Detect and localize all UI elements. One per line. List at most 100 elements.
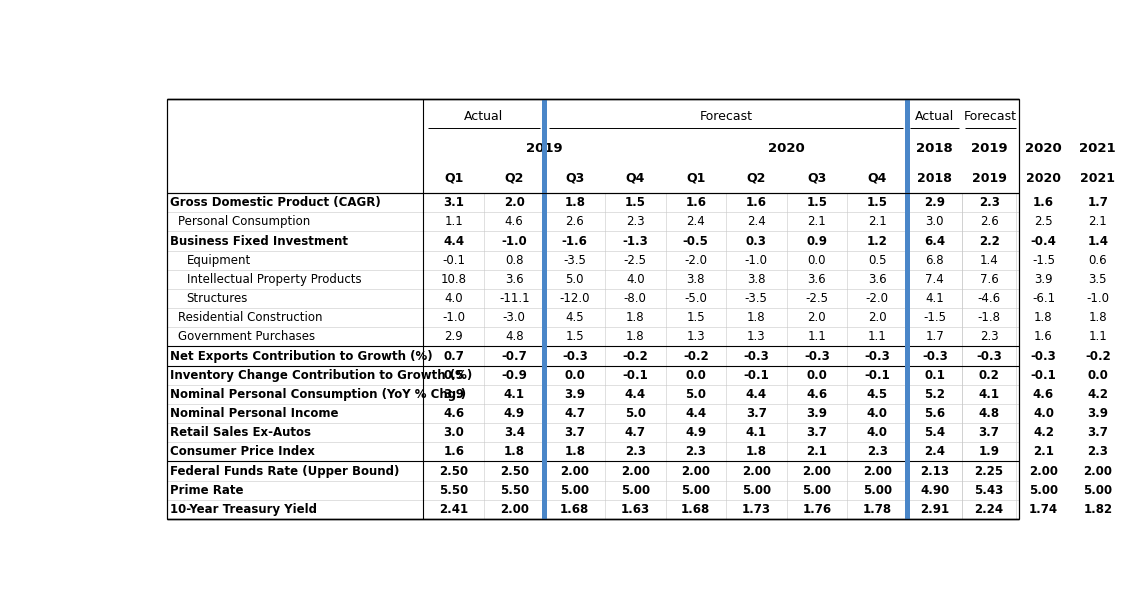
Text: 1.6: 1.6 (746, 196, 767, 209)
Text: 1.78: 1.78 (863, 503, 891, 516)
Text: 2.0: 2.0 (868, 311, 887, 324)
Text: 2.4: 2.4 (925, 445, 945, 458)
Text: 0.0: 0.0 (1088, 369, 1108, 381)
Text: -0.3: -0.3 (1031, 349, 1057, 362)
Text: 0.6: 0.6 (1089, 254, 1107, 267)
Text: 1.5: 1.5 (625, 196, 645, 209)
Text: 2.6: 2.6 (565, 215, 584, 228)
Text: 4.0: 4.0 (866, 426, 888, 439)
Text: 4.4: 4.4 (625, 388, 646, 401)
Text: 5.00: 5.00 (803, 484, 831, 496)
Text: -0.2: -0.2 (683, 349, 709, 362)
Text: 4.1: 4.1 (978, 388, 1000, 401)
Text: Nominal Personal Consumption (YoY % Chg.): Nominal Personal Consumption (YoY % Chg.… (170, 388, 466, 401)
Text: 3.9: 3.9 (806, 407, 828, 420)
Text: -3.5: -3.5 (744, 292, 767, 305)
Text: -4.6: -4.6 (978, 292, 1001, 305)
Text: 3.9: 3.9 (564, 388, 585, 401)
Text: 0.2: 0.2 (978, 369, 1000, 381)
Text: Forecast: Forecast (964, 110, 1017, 123)
Text: 10.8: 10.8 (441, 273, 466, 286)
Text: -12.0: -12.0 (560, 292, 591, 305)
Text: -1.3: -1.3 (622, 235, 649, 247)
Text: 2.3: 2.3 (978, 196, 1000, 209)
Text: 2.00: 2.00 (560, 464, 589, 477)
Text: 2.1: 2.1 (1089, 215, 1107, 228)
Text: 5.0: 5.0 (685, 388, 707, 401)
Text: 3.5: 3.5 (1089, 273, 1107, 286)
Text: -3.5: -3.5 (563, 254, 586, 267)
Text: 1.5: 1.5 (565, 330, 584, 343)
Text: 4.0: 4.0 (1033, 407, 1054, 420)
Text: 2.1: 2.1 (868, 215, 887, 228)
Text: 1.8: 1.8 (564, 445, 585, 458)
Text: -3.0: -3.0 (503, 311, 526, 324)
Text: Forecast: Forecast (700, 110, 752, 123)
Bar (905, 99, 910, 519)
Text: -1.0: -1.0 (442, 311, 465, 324)
Text: 3.4: 3.4 (504, 426, 524, 439)
Text: 5.00: 5.00 (682, 484, 710, 496)
Text: 3.7: 3.7 (978, 426, 1000, 439)
Text: 2021: 2021 (1080, 142, 1116, 155)
Text: 1.63: 1.63 (620, 503, 650, 516)
Text: 3.8: 3.8 (747, 273, 766, 286)
Text: -5.0: -5.0 (684, 292, 707, 305)
Text: 1.8: 1.8 (746, 445, 767, 458)
Text: 4.0: 4.0 (626, 273, 644, 286)
Text: 2.2: 2.2 (978, 235, 1000, 247)
Text: 1.3: 1.3 (747, 330, 766, 343)
Text: 5.0: 5.0 (625, 407, 645, 420)
Text: 2.9: 2.9 (925, 196, 945, 209)
Text: 1.3: 1.3 (686, 330, 706, 343)
Text: 2.00: 2.00 (621, 464, 650, 477)
Text: 1.5: 1.5 (866, 196, 888, 209)
Text: 4.4: 4.4 (443, 235, 464, 247)
Text: -2.0: -2.0 (866, 292, 889, 305)
Text: 0.3: 0.3 (746, 235, 767, 247)
Text: 7.6: 7.6 (979, 273, 999, 286)
Text: Q4: Q4 (868, 172, 887, 185)
Text: 2.50: 2.50 (499, 464, 529, 477)
Text: 3.7: 3.7 (746, 407, 767, 420)
Text: 5.4: 5.4 (925, 426, 945, 439)
Text: -6.1: -6.1 (1032, 292, 1054, 305)
Text: 1.8: 1.8 (564, 196, 585, 209)
Text: 2.13: 2.13 (920, 464, 950, 477)
Text: 2018: 2018 (918, 172, 952, 185)
Text: 2.00: 2.00 (682, 464, 710, 477)
Text: 5.0: 5.0 (565, 273, 584, 286)
Text: 1.6: 1.6 (1033, 196, 1054, 209)
Text: Equipment: Equipment (187, 254, 251, 267)
Text: 2.3: 2.3 (866, 445, 888, 458)
Text: -1.0: -1.0 (744, 254, 768, 267)
Text: Prime Rate: Prime Rate (170, 484, 243, 496)
Text: 5.00: 5.00 (620, 484, 650, 496)
Text: 1.68: 1.68 (560, 503, 589, 516)
Text: 5.00: 5.00 (863, 484, 891, 496)
Text: 2.00: 2.00 (1083, 464, 1113, 477)
Text: 1.4: 1.4 (979, 254, 999, 267)
Text: 1.1: 1.1 (445, 215, 463, 228)
Text: 4.5: 4.5 (565, 311, 584, 324)
Text: 2021: 2021 (1081, 172, 1115, 185)
Text: -11.1: -11.1 (499, 292, 530, 305)
Text: 4.2: 4.2 (1088, 388, 1108, 401)
Text: Residential Construction: Residential Construction (178, 311, 323, 324)
Text: 4.1: 4.1 (746, 426, 767, 439)
Text: 4.8: 4.8 (978, 407, 1000, 420)
Bar (543, 99, 547, 519)
Text: 2.1: 2.1 (1033, 445, 1053, 458)
Text: 2.25: 2.25 (975, 464, 1003, 477)
Text: 1.82: 1.82 (1083, 503, 1113, 516)
Text: 5.00: 5.00 (560, 484, 589, 496)
Text: 2.00: 2.00 (803, 464, 831, 477)
Text: 4.1: 4.1 (504, 388, 524, 401)
Text: -1.6: -1.6 (562, 235, 588, 247)
Text: 2.00: 2.00 (742, 464, 771, 477)
Text: 0.0: 0.0 (807, 254, 826, 267)
Text: -0.7: -0.7 (502, 349, 527, 362)
Text: 1.68: 1.68 (682, 503, 710, 516)
Text: 1.74: 1.74 (1029, 503, 1058, 516)
Text: 10-Year Treasury Yield: 10-Year Treasury Yield (170, 503, 317, 516)
